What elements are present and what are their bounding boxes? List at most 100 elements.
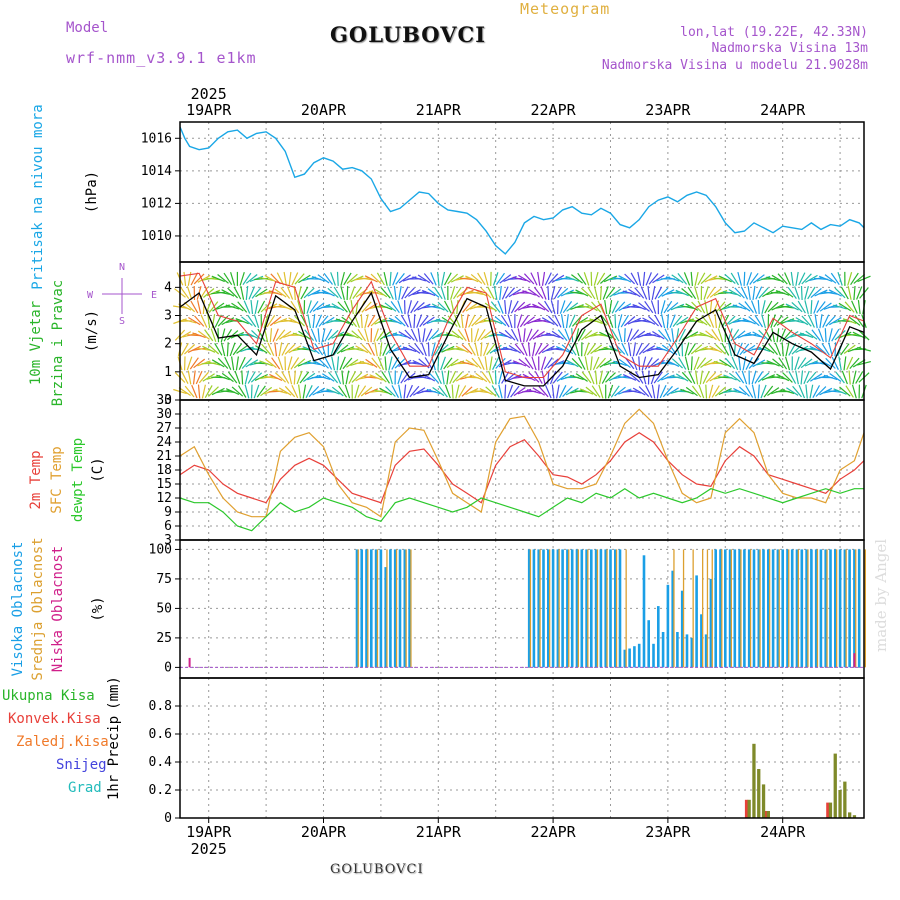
mid-cloud-bar (730, 549, 732, 668)
wind-arrow (311, 276, 326, 282)
wind-arrow (593, 271, 599, 286)
wind-unit-label: (m/s) (84, 310, 100, 352)
wind-arrow (738, 386, 750, 397)
wind-arrow (413, 302, 425, 313)
wind-arrow (662, 385, 673, 398)
wind-arrow (680, 305, 695, 309)
wind-arrow (605, 287, 616, 299)
wind-arrow (394, 315, 406, 327)
wind-arrow (259, 360, 273, 367)
wind-arrow (754, 371, 764, 384)
wind-arrow (178, 387, 191, 396)
wind-arrow (330, 342, 336, 357)
wind-arrow (288, 345, 302, 354)
wind-arrow (699, 332, 713, 339)
wind-arrow (830, 272, 840, 286)
wind-arrow (553, 286, 563, 300)
wind-arrow (383, 271, 388, 286)
wind-arrow (523, 316, 535, 326)
wind-arrow (839, 386, 851, 397)
wind-arrow (264, 358, 277, 369)
wind-arrow-field (173, 271, 871, 399)
wind-arrow (421, 342, 427, 357)
wind-arrow (375, 372, 387, 383)
high-cloud-bar (800, 549, 804, 668)
wind-arrow (767, 301, 779, 313)
wind-arrow (254, 300, 259, 315)
wind-arrow (792, 385, 802, 398)
wind-arrow (698, 384, 705, 399)
x-tick-label-top: 24APR (760, 101, 806, 119)
wind-arrow (465, 302, 478, 312)
temp-axis-label-2: SFC Temp (49, 446, 65, 513)
wind-arrow (780, 389, 795, 395)
wind-arrow (798, 384, 806, 399)
wind-arrow (458, 385, 467, 398)
wind-arrow (217, 274, 229, 284)
temp-series-line-0 (179, 431, 865, 504)
wind-arrow (681, 371, 693, 384)
wind-arrow (359, 277, 374, 281)
y-tick-label: 1010 (141, 229, 172, 244)
wind-arrow (242, 272, 252, 286)
wind-arrow (186, 286, 193, 300)
wind-arrow (690, 356, 693, 371)
wind-arrow (536, 319, 551, 324)
wind-arrow (522, 305, 537, 309)
wind-arrow (555, 346, 570, 353)
wind-arrow (240, 285, 245, 300)
wind-arrow (773, 315, 783, 328)
wind-arrow (371, 357, 381, 370)
wind-arrow (243, 300, 251, 314)
wind-arrow (537, 271, 541, 286)
wind-arrow (622, 374, 637, 381)
wind-arrow (630, 272, 639, 286)
wind-arrow (307, 314, 311, 329)
wind-arrow (694, 286, 700, 300)
wind-arrow (626, 328, 633, 343)
wind-arrow (770, 375, 785, 380)
wind-arrow (761, 300, 766, 315)
high-cloud-bar (594, 549, 598, 668)
wind-arrow (479, 388, 493, 396)
wind-arrow (756, 346, 771, 352)
wind-arrow (202, 300, 205, 315)
high-cloud-bar (810, 549, 813, 668)
mid-cloud-bar (826, 549, 828, 668)
wind-arrow (850, 272, 859, 286)
wind-arrow (782, 372, 793, 383)
wind-arrow (230, 272, 236, 286)
high-cloud-bar (819, 549, 823, 668)
wind-arrow (514, 343, 525, 356)
wind-arrow (790, 318, 804, 324)
wind-arrow (666, 387, 679, 396)
mid-cloud-bar (405, 549, 407, 668)
wind-arrow (733, 330, 746, 341)
wind-arrow (485, 386, 497, 397)
wind-arrow (641, 356, 647, 371)
wind-arrow (503, 346, 517, 352)
wind-arrow (599, 331, 613, 339)
wind-arrow (450, 347, 465, 351)
wind-arrow (278, 303, 292, 311)
wind-arrow (361, 301, 372, 313)
wind-arrow (239, 272, 245, 286)
wind-arrow (711, 329, 721, 342)
wind-arrow (713, 277, 728, 281)
y-tick-label: 3 (164, 309, 172, 324)
wind-arrow (659, 384, 667, 399)
wind-arrow (541, 317, 555, 326)
wind-arrow (254, 373, 268, 381)
wind-arrow (596, 272, 606, 286)
high-cloud-bar (671, 570, 674, 668)
wind-arrow (785, 303, 799, 311)
high-cloud-bar (393, 549, 397, 668)
wind-arrow (426, 388, 441, 395)
wind-arrow (225, 388, 240, 395)
wind-arrow (484, 356, 488, 371)
wind-arrow (227, 287, 239, 299)
wind-arrow (424, 357, 433, 370)
wind-arrow (422, 316, 435, 326)
wind-arrow (244, 384, 250, 399)
wind-arrow (629, 329, 640, 342)
